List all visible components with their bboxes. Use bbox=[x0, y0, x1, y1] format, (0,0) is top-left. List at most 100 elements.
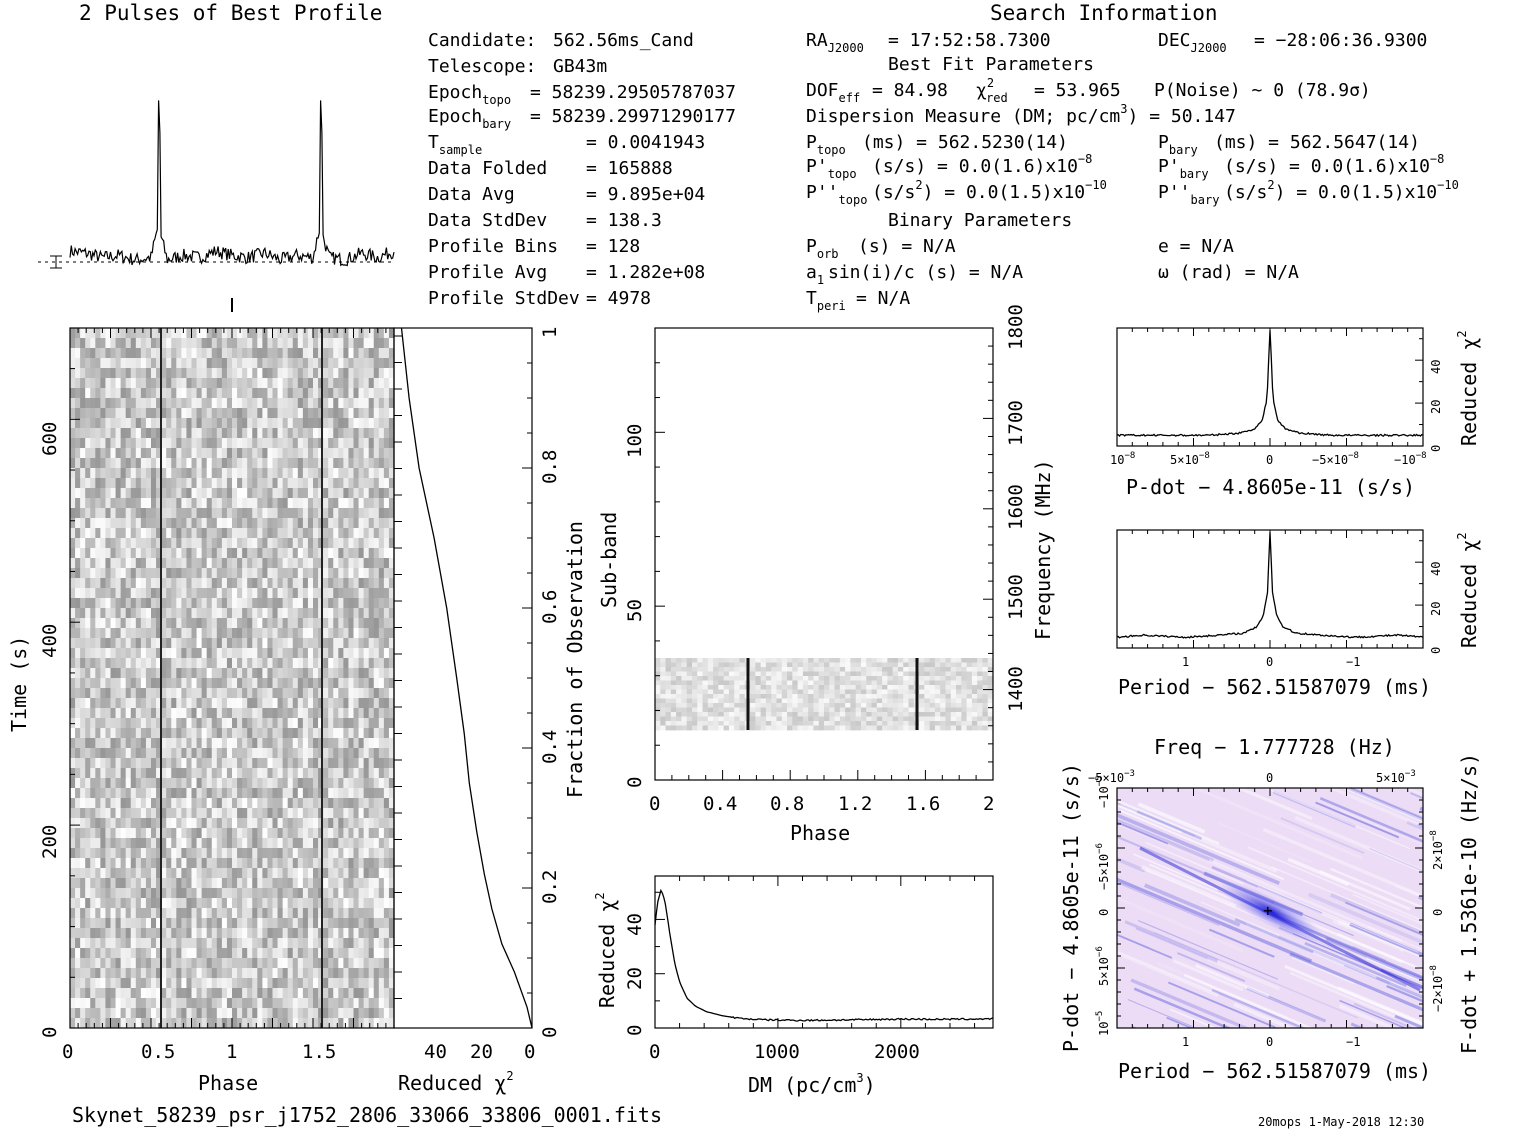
time-phase-cell bbox=[135, 408, 142, 419]
time-phase-cell bbox=[110, 358, 116, 369]
time-phase-cell bbox=[363, 618, 370, 629]
time-phase-cell bbox=[115, 718, 122, 729]
time-phase-cell bbox=[232, 418, 238, 429]
time-phase-cell bbox=[221, 598, 228, 609]
time-phase-cell bbox=[191, 528, 197, 539]
time-phase-cell bbox=[307, 698, 314, 709]
time-phase-cell bbox=[156, 418, 162, 429]
time-phase-cell bbox=[226, 988, 233, 999]
time-phase-cell bbox=[211, 868, 218, 879]
time-phase-cell bbox=[383, 598, 390, 609]
time-phase-cell bbox=[135, 638, 142, 649]
time-phase-cell bbox=[90, 818, 96, 829]
time-phase-cell bbox=[151, 818, 157, 829]
time-phase-cell bbox=[140, 518, 147, 529]
time-phase-cell bbox=[110, 618, 116, 629]
time-phase-cell bbox=[105, 658, 111, 669]
time-phase-cell bbox=[135, 558, 142, 569]
time-phase-cell bbox=[125, 418, 132, 429]
time-phase-cell bbox=[130, 938, 137, 949]
time-phase-cell bbox=[171, 338, 177, 349]
candidate-label: Candidate: bbox=[428, 30, 536, 51]
time-phase-cell bbox=[95, 968, 101, 979]
time-phase-cell bbox=[252, 828, 258, 839]
time-phase-cell bbox=[388, 378, 395, 389]
time-phase-cell bbox=[156, 588, 162, 599]
time-phase-cell bbox=[383, 408, 390, 419]
time-phase-cell bbox=[196, 998, 203, 1009]
time-phase-cell bbox=[100, 808, 106, 819]
time-phase-cell bbox=[358, 348, 365, 359]
time-phase-cell bbox=[262, 978, 268, 989]
time-phase-cell bbox=[378, 548, 385, 559]
time-phase-cell bbox=[226, 348, 233, 359]
time-phase-cell bbox=[302, 578, 309, 589]
time-phase-cell bbox=[247, 848, 253, 859]
time-phase-cell bbox=[302, 748, 309, 759]
time-phase-cell bbox=[333, 508, 339, 519]
time-phase-cell bbox=[232, 548, 238, 559]
time-phase-cell bbox=[171, 698, 177, 709]
time-phase-cell bbox=[267, 518, 273, 529]
time-phase-cell bbox=[161, 388, 167, 399]
time-phase-cell bbox=[323, 458, 329, 469]
time-phase-cell bbox=[368, 808, 375, 819]
time-phase-cell bbox=[338, 828, 344, 839]
time-phase-cell bbox=[338, 768, 344, 779]
time-phase-cell bbox=[80, 988, 86, 999]
subband-cell bbox=[876, 667, 883, 672]
time-phase-cell bbox=[206, 448, 213, 459]
time-phase-cell bbox=[343, 688, 349, 699]
time-phase-cell bbox=[161, 348, 167, 359]
time-phase-cell bbox=[378, 658, 385, 669]
time-phase-cell bbox=[247, 898, 253, 909]
tperi-label: Tperi bbox=[806, 288, 846, 313]
time-phase-cell bbox=[115, 818, 122, 829]
time-phase-cell bbox=[373, 978, 380, 989]
time-phase-cell bbox=[206, 518, 213, 529]
time-phase-cell bbox=[171, 998, 177, 1009]
time-phase-cell bbox=[318, 878, 324, 889]
time-phase-cell bbox=[307, 398, 314, 409]
time-phase-cell bbox=[125, 678, 132, 689]
time-phase-cell bbox=[313, 788, 319, 799]
time-phase-cell bbox=[373, 758, 380, 769]
time-phase-cell bbox=[171, 598, 177, 609]
time-phase-cell bbox=[323, 968, 329, 979]
subband-cell bbox=[765, 667, 772, 672]
subband-cell bbox=[765, 676, 772, 681]
time-phase-cell bbox=[191, 598, 197, 609]
time-phase-cell bbox=[333, 698, 339, 709]
time-phase-cell bbox=[383, 918, 390, 929]
time-phase-cell bbox=[343, 898, 349, 909]
time-phase-cell bbox=[211, 1008, 218, 1019]
time-phase-cell bbox=[277, 748, 284, 759]
time-phase-cell bbox=[262, 448, 268, 459]
time-phase-cell bbox=[318, 778, 324, 789]
time-phase-cell bbox=[211, 558, 218, 569]
time-phase-cell bbox=[287, 688, 294, 699]
time-phase-cell bbox=[191, 828, 197, 839]
time-phase-cell bbox=[226, 528, 233, 539]
time-phase-cell bbox=[307, 968, 314, 979]
time-phase-cell bbox=[257, 638, 263, 649]
time-phase-cell bbox=[292, 748, 299, 759]
subband-cell bbox=[718, 676, 725, 681]
time-phase-cell bbox=[247, 578, 253, 589]
time-phase-cell bbox=[216, 418, 223, 429]
time-phase-cell bbox=[75, 348, 81, 359]
time-phase-cell bbox=[161, 358, 167, 369]
time-phase-cell bbox=[110, 868, 116, 879]
time-phase-cell bbox=[277, 598, 284, 609]
time-phase-cell bbox=[196, 748, 203, 759]
time-phase-cell bbox=[191, 388, 197, 399]
time-phase-cell bbox=[307, 618, 314, 629]
time-phase-cell bbox=[257, 758, 263, 769]
time-phase-cell bbox=[353, 688, 359, 699]
time-phase-cell bbox=[176, 918, 182, 929]
time-phase-cell bbox=[287, 728, 294, 739]
time-phase-cell bbox=[226, 908, 233, 919]
time-phase-cell bbox=[151, 758, 157, 769]
time-phase-cell bbox=[75, 768, 81, 779]
time-phase-cell bbox=[110, 608, 116, 619]
